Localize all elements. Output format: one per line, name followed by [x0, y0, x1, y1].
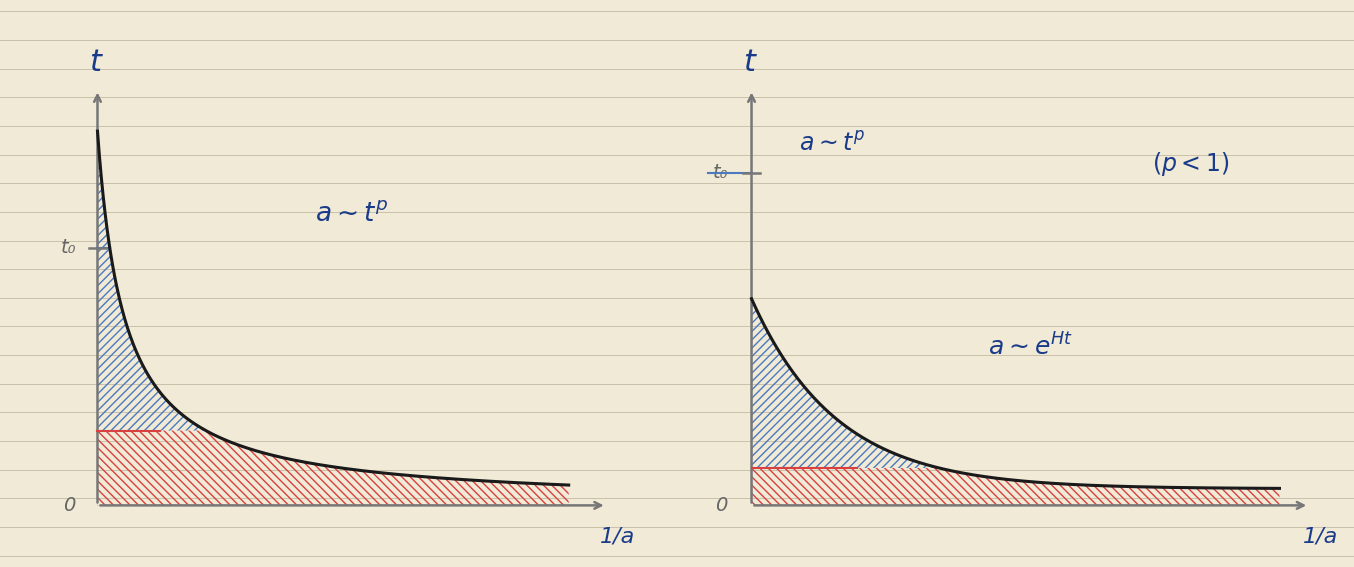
Text: 1/a: 1/a — [1304, 526, 1339, 546]
Text: t: t — [89, 48, 100, 77]
Text: 0: 0 — [64, 496, 76, 515]
Text: 0: 0 — [715, 496, 728, 515]
Text: $a \sim t^p$: $a \sim t^p$ — [315, 201, 389, 227]
Text: t: t — [742, 48, 754, 77]
Text: t₀: t₀ — [61, 238, 76, 257]
Text: t₀: t₀ — [712, 163, 728, 182]
Text: $a \sim e^{Ht}$: $a \sim e^{Ht}$ — [988, 334, 1072, 361]
Text: $a \sim t^p$: $a \sim t^p$ — [799, 132, 865, 156]
Text: 1/a: 1/a — [600, 526, 635, 546]
Text: $(p < 1)$: $(p < 1)$ — [1152, 150, 1229, 179]
